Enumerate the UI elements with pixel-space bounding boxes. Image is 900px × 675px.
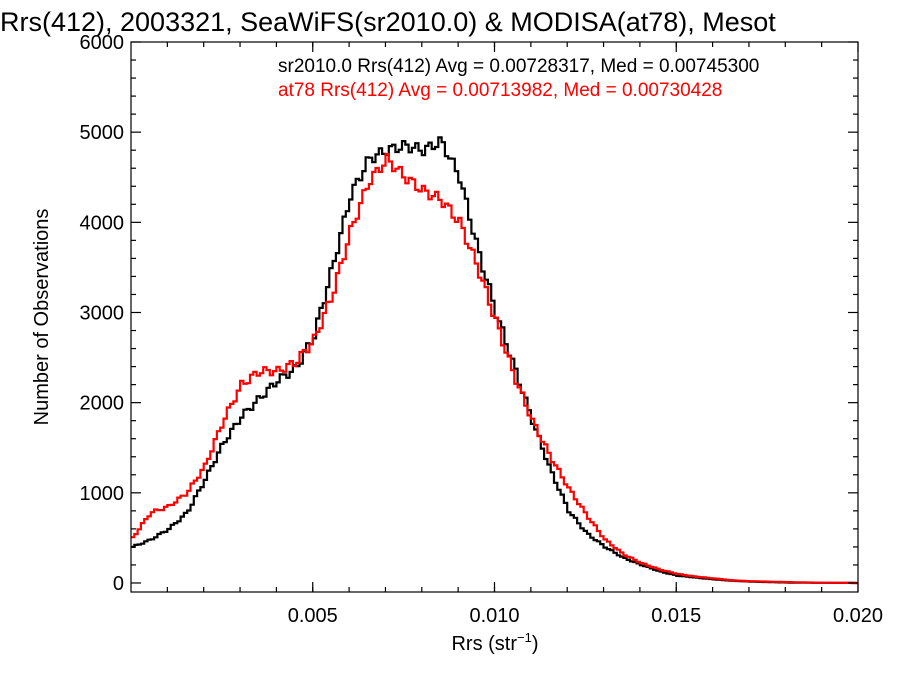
x-axis-label-close: ) [532, 633, 539, 655]
x-tick-label: 0.015 [651, 605, 701, 627]
series-line-at78 [131, 153, 858, 585]
x-tick-label: 0.020 [833, 605, 883, 627]
chart-title: Rrs(412), 2003321, SeaWiFS(sr2010.0) & M… [0, 7, 776, 37]
x-axis-label-superscript: −1 [517, 630, 532, 645]
y-tick-label: 2000 [80, 393, 125, 415]
x-axis-label-main: Rrs (str [451, 633, 517, 655]
y-axis-label: Number of Observations [31, 209, 53, 426]
y-tick-label: 5000 [80, 122, 125, 144]
y-tick-label: 6000 [80, 32, 125, 54]
legend-entry-sr2010: sr2010.0 Rrs(412) Avg = 0.00728317, Med … [278, 56, 759, 77]
y-tick-label: 0 [113, 573, 124, 595]
legend-entry-at78: at78 Rrs(412) Avg = 0.00713982, Med = 0.… [278, 80, 722, 101]
x-axis-label: Rrs (str−1) [451, 630, 538, 655]
x-tick-label: 0.010 [469, 605, 519, 627]
series-layer [131, 136, 858, 585]
y-tick-label: 4000 [80, 212, 125, 234]
axis-ticks: 0.005 0.010 0.015 0.020 0 1000 2000 3000 4000 500… [80, 32, 884, 627]
x-tick-label: 0.005 [288, 605, 338, 627]
legend: sr2010.0 Rrs(412) Avg = 0.00728317, Med … [278, 56, 759, 101]
series-line-sr2010.0 [131, 136, 858, 585]
y-tick-label: 3000 [80, 302, 125, 324]
y-tick-label: 1000 [80, 483, 125, 505]
